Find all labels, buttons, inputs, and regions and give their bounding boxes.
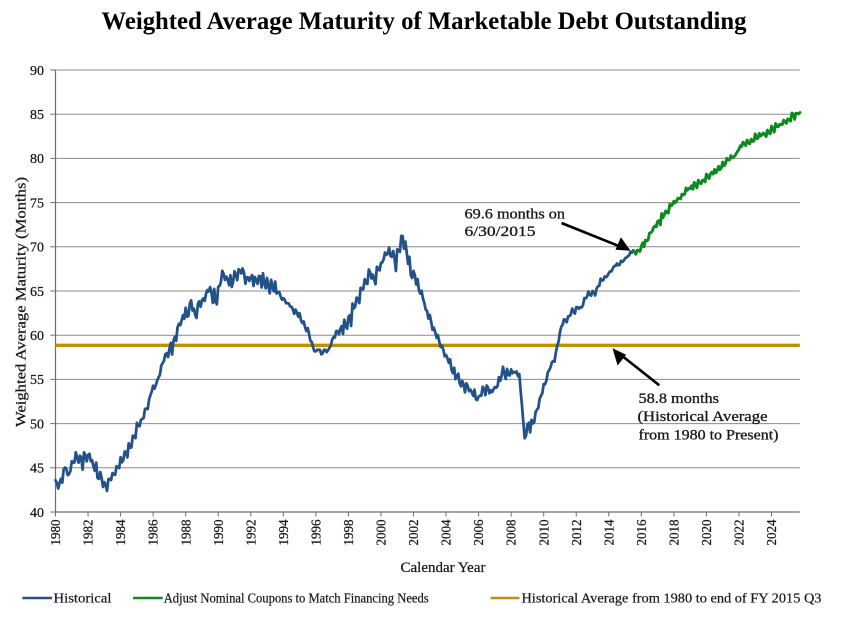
svg-text:Weighted Average Maturity (Mon: Weighted Average Maturity (Months) bbox=[13, 177, 29, 427]
svg-text:2008: 2008 bbox=[505, 520, 520, 546]
svg-text:55: 55 bbox=[30, 373, 44, 388]
svg-text:80: 80 bbox=[30, 152, 44, 167]
svg-text:Weighted Average Maturity of M: Weighted Average Maturity of Marketable … bbox=[102, 8, 748, 35]
svg-text:2018: 2018 bbox=[668, 520, 683, 546]
svg-text:1980: 1980 bbox=[49, 520, 64, 546]
svg-text:1992: 1992 bbox=[244, 520, 259, 546]
svg-text:Calendar Year: Calendar Year bbox=[401, 560, 486, 576]
svg-text:Historical: Historical bbox=[54, 591, 112, 606]
svg-text:from 1980 to Present): from 1980 to Present) bbox=[639, 428, 779, 444]
svg-text:69.6 months on: 69.6 months on bbox=[465, 206, 566, 222]
svg-text:2004: 2004 bbox=[440, 520, 455, 546]
svg-text:1986: 1986 bbox=[147, 520, 162, 546]
svg-text:2006: 2006 bbox=[472, 520, 487, 546]
svg-text:85: 85 bbox=[30, 108, 44, 123]
svg-text:6/30/2015: 6/30/2015 bbox=[465, 224, 536, 240]
svg-text:(Historical Average: (Historical Average bbox=[638, 409, 768, 425]
svg-text:90: 90 bbox=[30, 64, 44, 79]
svg-text:75: 75 bbox=[30, 196, 44, 211]
svg-text:2016: 2016 bbox=[635, 520, 650, 546]
svg-text:1994: 1994 bbox=[277, 520, 292, 546]
svg-text:Historical Average from 1980 t: Historical Average from 1980 to end of F… bbox=[522, 591, 822, 606]
svg-text:1990: 1990 bbox=[212, 520, 227, 546]
svg-text:45: 45 bbox=[30, 462, 44, 477]
svg-text:2022: 2022 bbox=[733, 520, 748, 546]
svg-text:1982: 1982 bbox=[82, 520, 97, 546]
svg-text:Adjust Nominal Coupons to Matc: Adjust Nominal Coupons to Match Financin… bbox=[164, 591, 429, 606]
svg-text:65: 65 bbox=[30, 285, 44, 300]
svg-text:40: 40 bbox=[30, 506, 44, 521]
svg-text:2012: 2012 bbox=[570, 520, 585, 546]
svg-text:1998: 1998 bbox=[342, 520, 357, 546]
svg-text:2000: 2000 bbox=[375, 520, 390, 546]
svg-text:2010: 2010 bbox=[537, 520, 552, 546]
svg-text:2020: 2020 bbox=[700, 520, 715, 546]
svg-text:60: 60 bbox=[30, 329, 44, 344]
svg-text:2002: 2002 bbox=[407, 520, 422, 546]
svg-text:1996: 1996 bbox=[310, 520, 325, 546]
svg-text:1988: 1988 bbox=[179, 520, 194, 546]
svg-text:70: 70 bbox=[30, 241, 44, 256]
svg-text:50: 50 bbox=[30, 417, 44, 432]
svg-text:58.8 months: 58.8 months bbox=[639, 391, 720, 407]
svg-text:2014: 2014 bbox=[602, 520, 617, 546]
svg-text:2024: 2024 bbox=[765, 520, 780, 546]
svg-text:1984: 1984 bbox=[114, 520, 129, 546]
